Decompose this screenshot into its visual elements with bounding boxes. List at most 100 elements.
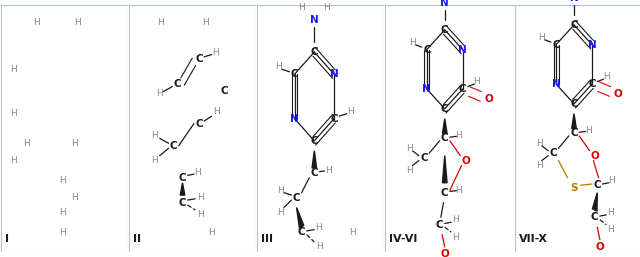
Text: H: H (33, 18, 40, 27)
Text: C: C (310, 136, 318, 146)
Polygon shape (296, 207, 303, 229)
Text: H: H (409, 38, 416, 47)
Text: H: H (347, 107, 354, 116)
Text: H: H (23, 139, 30, 148)
Text: C: C (591, 212, 598, 222)
Text: H: H (276, 208, 284, 217)
Text: H: H (195, 168, 201, 177)
Text: C: C (330, 114, 338, 124)
Text: H: H (202, 18, 209, 27)
Text: H: H (324, 3, 330, 12)
Text: C: C (552, 40, 560, 50)
Text: H: H (603, 72, 609, 81)
Text: N: N (588, 40, 596, 50)
Text: IV-VI: IV-VI (389, 234, 417, 244)
Text: N: N (290, 114, 299, 124)
Text: H: H (197, 210, 204, 219)
Text: H: H (213, 107, 220, 116)
Text: C: C (423, 44, 431, 54)
Text: N: N (570, 0, 579, 3)
Text: S: S (570, 183, 578, 193)
Text: N: N (330, 69, 339, 79)
Text: C: C (441, 188, 449, 198)
Text: H: H (315, 223, 321, 232)
Text: O: O (590, 151, 599, 161)
Text: I: I (5, 234, 9, 244)
Text: H: H (607, 208, 614, 217)
Polygon shape (593, 193, 597, 211)
Text: H: H (72, 139, 78, 148)
Text: H: H (59, 176, 65, 185)
Text: C: C (570, 99, 578, 109)
Text: C: C (441, 133, 449, 143)
Text: H: H (536, 139, 543, 148)
Text: C: C (570, 128, 578, 139)
Text: C: C (441, 25, 449, 35)
Text: C: C (310, 47, 318, 57)
Text: H: H (151, 131, 158, 140)
Text: H: H (452, 233, 458, 242)
Text: C: C (459, 84, 467, 94)
Text: H: H (538, 33, 545, 42)
Text: N: N (310, 15, 319, 25)
Text: H: H (349, 228, 356, 237)
Text: C: C (292, 192, 300, 203)
Text: C: C (593, 180, 601, 190)
Text: VII-X: VII-X (518, 234, 547, 244)
Text: H: H (316, 242, 323, 251)
Text: H: H (298, 3, 305, 12)
Polygon shape (180, 183, 185, 195)
Text: H: H (474, 77, 480, 86)
Text: III: III (261, 234, 273, 244)
Text: H: H (456, 186, 462, 195)
Text: N: N (422, 84, 431, 94)
Polygon shape (442, 119, 447, 133)
Text: C: C (179, 173, 186, 183)
Text: H: H (406, 144, 413, 153)
Text: H: H (59, 228, 65, 237)
Text: N: N (552, 79, 561, 89)
Text: H: H (608, 176, 615, 185)
Text: O: O (440, 249, 449, 257)
Text: N: N (440, 0, 449, 8)
Text: C: C (221, 87, 228, 96)
Text: H: H (275, 62, 282, 71)
Text: H: H (156, 89, 163, 98)
Text: C: C (436, 220, 444, 230)
Text: C: C (195, 54, 203, 65)
Text: H: H (11, 156, 17, 165)
Text: C: C (173, 79, 181, 89)
Text: H: H (406, 166, 413, 175)
Text: H: H (11, 65, 17, 74)
Polygon shape (312, 151, 317, 168)
Text: H: H (585, 126, 591, 135)
Text: H: H (536, 161, 543, 170)
Text: N: N (458, 44, 467, 54)
Text: O: O (461, 155, 470, 166)
Text: H: H (74, 18, 81, 27)
Text: H: H (197, 193, 204, 202)
Text: H: H (456, 131, 462, 140)
Text: C: C (570, 20, 578, 30)
Text: C: C (195, 118, 203, 128)
Text: H: H (157, 18, 164, 27)
Text: C: C (291, 69, 298, 79)
Text: H: H (212, 48, 219, 57)
Text: C: C (420, 153, 428, 163)
Text: II: II (133, 234, 141, 244)
Text: H: H (72, 193, 78, 202)
Text: O: O (613, 89, 622, 99)
Polygon shape (442, 156, 447, 183)
Text: O: O (484, 94, 493, 104)
Text: C: C (310, 168, 318, 178)
Text: H: H (325, 166, 332, 175)
Text: O: O (595, 242, 604, 252)
Text: H: H (607, 225, 614, 234)
Text: H: H (11, 109, 17, 118)
Text: H: H (208, 228, 215, 237)
Text: H: H (151, 156, 158, 165)
Text: H: H (59, 208, 65, 217)
Text: C: C (441, 104, 449, 114)
Polygon shape (572, 114, 577, 128)
Text: C: C (170, 141, 177, 151)
